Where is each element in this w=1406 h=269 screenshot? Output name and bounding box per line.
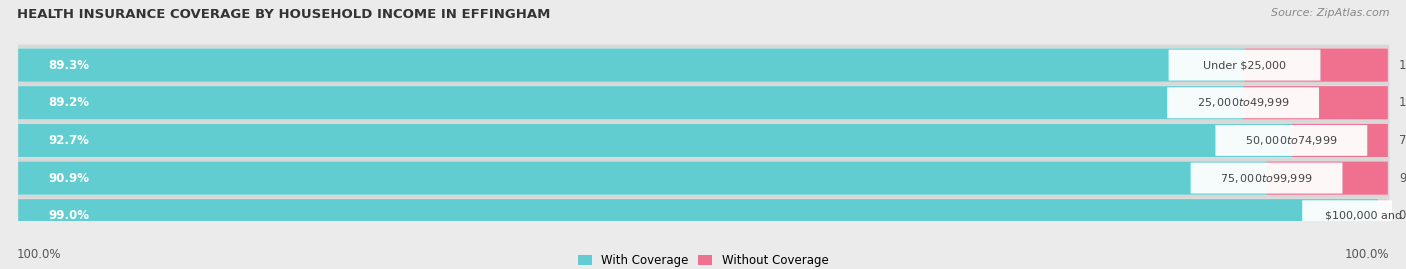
FancyBboxPatch shape [18, 86, 1243, 119]
Text: 7.3%: 7.3% [1399, 134, 1406, 147]
FancyBboxPatch shape [18, 195, 1389, 234]
Text: 89.3%: 89.3% [48, 59, 90, 72]
Text: $25,000 to $49,999: $25,000 to $49,999 [1197, 96, 1289, 109]
Text: 9.1%: 9.1% [1399, 172, 1406, 185]
Text: $100,000 and over: $100,000 and over [1326, 211, 1406, 221]
FancyBboxPatch shape [18, 161, 1267, 195]
FancyBboxPatch shape [1302, 200, 1406, 231]
FancyBboxPatch shape [1167, 87, 1319, 118]
Text: 92.7%: 92.7% [48, 134, 90, 147]
Legend: With Coverage, Without Coverage: With Coverage, Without Coverage [578, 254, 828, 267]
FancyBboxPatch shape [18, 124, 1292, 157]
FancyBboxPatch shape [18, 120, 1389, 159]
FancyBboxPatch shape [1243, 86, 1388, 119]
Text: 10.7%: 10.7% [1399, 59, 1406, 72]
FancyBboxPatch shape [18, 48, 1388, 82]
Text: Source: ZipAtlas.com: Source: ZipAtlas.com [1271, 8, 1389, 18]
FancyBboxPatch shape [18, 82, 1389, 121]
FancyBboxPatch shape [1168, 50, 1320, 80]
FancyBboxPatch shape [18, 48, 1244, 82]
FancyBboxPatch shape [18, 123, 1388, 157]
FancyBboxPatch shape [18, 161, 1388, 195]
FancyBboxPatch shape [18, 199, 1378, 232]
Text: 89.2%: 89.2% [48, 96, 90, 109]
Text: $50,000 to $74,999: $50,000 to $74,999 [1246, 134, 1337, 147]
FancyBboxPatch shape [1215, 125, 1367, 156]
FancyBboxPatch shape [1291, 124, 1388, 157]
Text: 100.0%: 100.0% [1344, 248, 1389, 261]
FancyBboxPatch shape [18, 45, 1389, 84]
FancyBboxPatch shape [1267, 161, 1388, 195]
FancyBboxPatch shape [18, 86, 1388, 120]
Text: HEALTH INSURANCE COVERAGE BY HOUSEHOLD INCOME IN EFFINGHAM: HEALTH INSURANCE COVERAGE BY HOUSEHOLD I… [17, 8, 550, 21]
Text: 10.8%: 10.8% [1399, 96, 1406, 109]
Text: 90.9%: 90.9% [48, 172, 90, 185]
FancyBboxPatch shape [1378, 199, 1388, 232]
FancyBboxPatch shape [18, 158, 1389, 197]
FancyBboxPatch shape [1244, 48, 1388, 82]
Text: 100.0%: 100.0% [17, 248, 62, 261]
FancyBboxPatch shape [18, 199, 1388, 233]
Text: 0.98%: 0.98% [1399, 209, 1406, 222]
Text: 99.0%: 99.0% [48, 209, 90, 222]
Text: $75,000 to $99,999: $75,000 to $99,999 [1220, 172, 1313, 185]
FancyBboxPatch shape [1191, 163, 1343, 193]
Text: Under $25,000: Under $25,000 [1204, 60, 1286, 70]
